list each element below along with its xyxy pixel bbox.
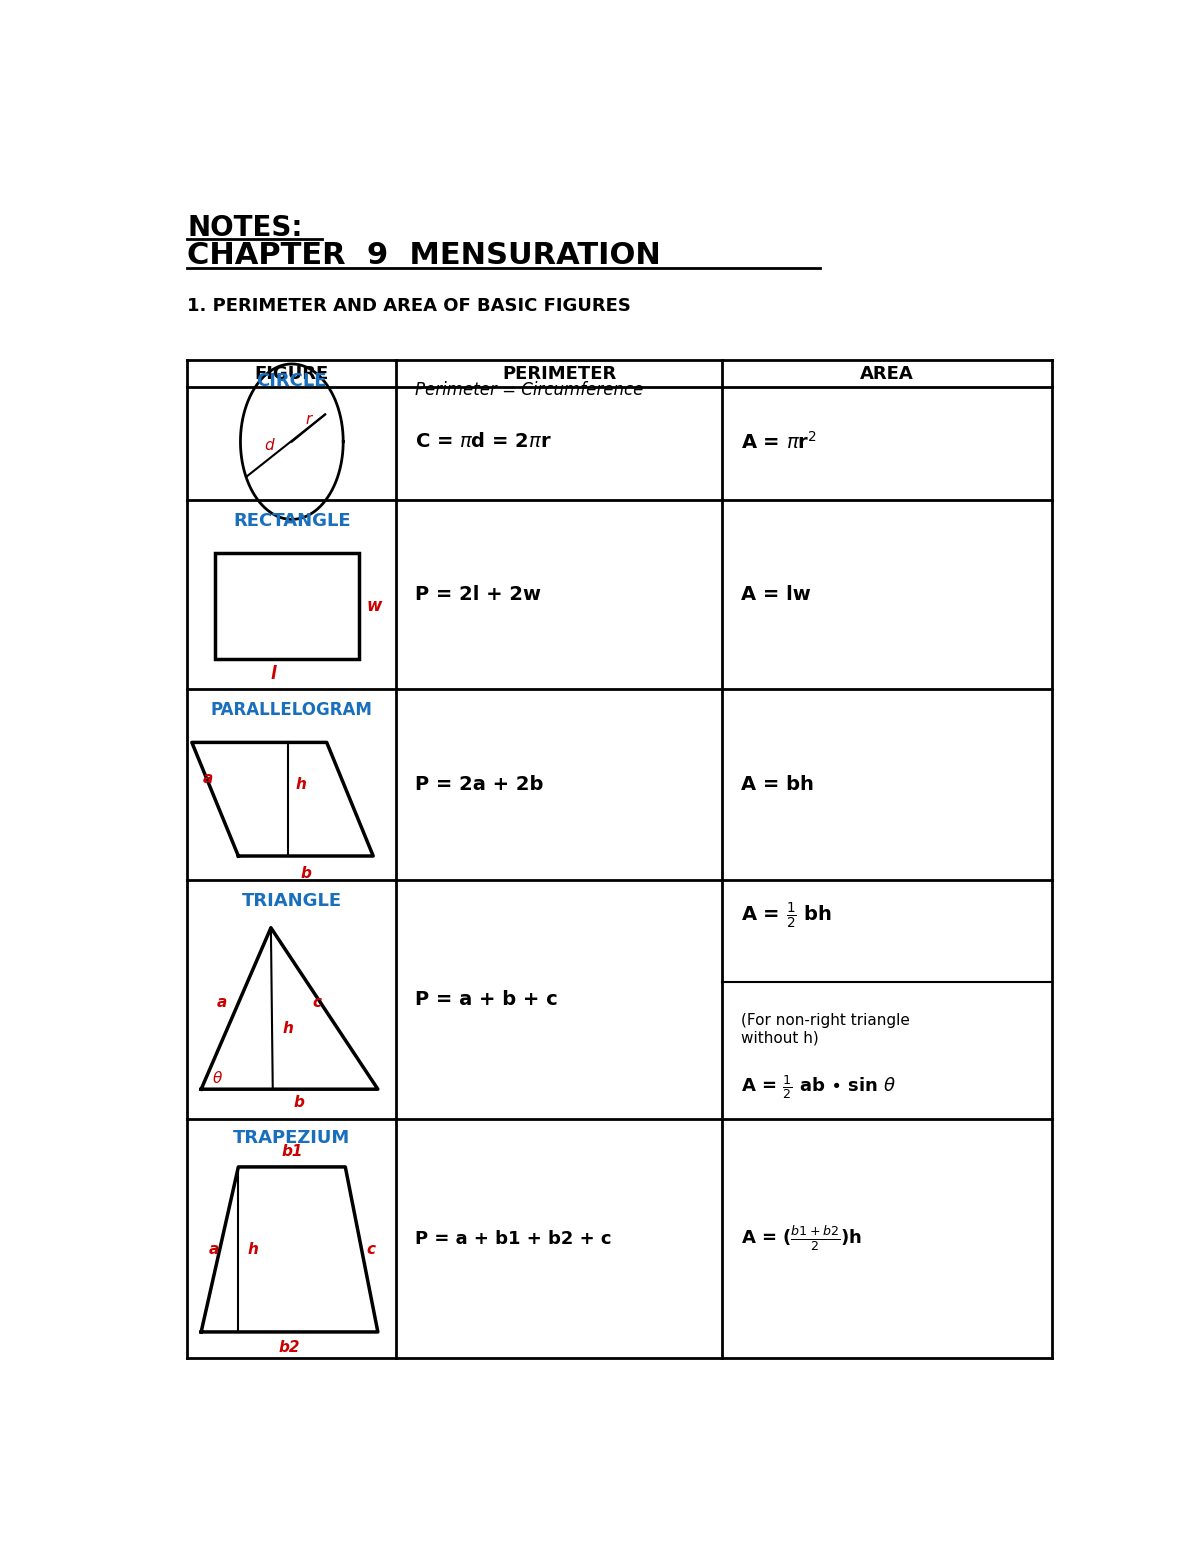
- Text: 1. PERIMETER AND AREA OF BASIC FIGURES: 1. PERIMETER AND AREA OF BASIC FIGURES: [187, 297, 631, 315]
- Text: (For non-right triangle
without h): (For non-right triangle without h): [740, 1013, 910, 1045]
- Text: A = $\frac{1}{2}$ ab $\bullet$ sin $\theta$: A = $\frac{1}{2}$ ab $\bullet$ sin $\the…: [740, 1073, 896, 1101]
- Text: P = a + b + c: P = a + b + c: [415, 989, 558, 1009]
- Text: A = $\pi$r$^2$: A = $\pi$r$^2$: [740, 430, 816, 452]
- Text: d: d: [264, 438, 274, 453]
- Text: PARALLELOGRAM: PARALLELOGRAM: [211, 700, 373, 719]
- Text: b1: b1: [281, 1145, 302, 1159]
- Text: l: l: [270, 665, 276, 683]
- Text: P = 2l + 2w: P = 2l + 2w: [415, 584, 541, 604]
- Text: a: a: [203, 770, 212, 786]
- Text: a: a: [216, 995, 227, 1009]
- Text: h: h: [247, 1242, 259, 1256]
- Text: w: w: [367, 596, 382, 615]
- Text: Perimeter = Circumference: Perimeter = Circumference: [415, 380, 643, 399]
- Text: PERIMETER: PERIMETER: [502, 365, 617, 382]
- Text: NOTES:: NOTES:: [187, 214, 302, 242]
- Text: h: h: [282, 1022, 293, 1036]
- Text: c: c: [366, 1242, 376, 1256]
- Text: a: a: [209, 1242, 220, 1256]
- Text: b: b: [300, 867, 311, 882]
- Text: P = a + b1 + b2 + c: P = a + b1 + b2 + c: [415, 1230, 612, 1247]
- Text: RECTANGLE: RECTANGLE: [233, 512, 350, 530]
- Text: $\theta$: $\theta$: [212, 1070, 223, 1087]
- Text: A = lw: A = lw: [740, 584, 810, 604]
- Text: CHAPTER  9  MENSURATION: CHAPTER 9 MENSURATION: [187, 241, 661, 270]
- Text: A = ($\frac{b1+b2}{2}$)h: A = ($\frac{b1+b2}{2}$)h: [740, 1224, 862, 1253]
- Text: A = bh: A = bh: [740, 775, 814, 794]
- Text: AREA: AREA: [860, 365, 914, 382]
- FancyBboxPatch shape: [215, 553, 359, 658]
- Text: A = $\frac{1}{2}$ bh: A = $\frac{1}{2}$ bh: [740, 901, 832, 930]
- Text: FIGURE: FIGURE: [254, 365, 329, 382]
- Text: CIRCLE: CIRCLE: [257, 373, 328, 390]
- Text: c: c: [313, 995, 322, 1009]
- Text: C = $\pi$d = 2$\pi$r: C = $\pi$d = 2$\pi$r: [415, 432, 552, 452]
- Text: P = 2a + 2b: P = 2a + 2b: [415, 775, 544, 794]
- Text: b: b: [293, 1095, 305, 1110]
- Text: TRAPEZIUM: TRAPEZIUM: [233, 1129, 350, 1148]
- Text: h: h: [295, 776, 306, 792]
- Text: r: r: [306, 413, 312, 427]
- Text: b2: b2: [278, 1340, 300, 1354]
- Text: TRIANGLE: TRIANGLE: [241, 893, 342, 910]
